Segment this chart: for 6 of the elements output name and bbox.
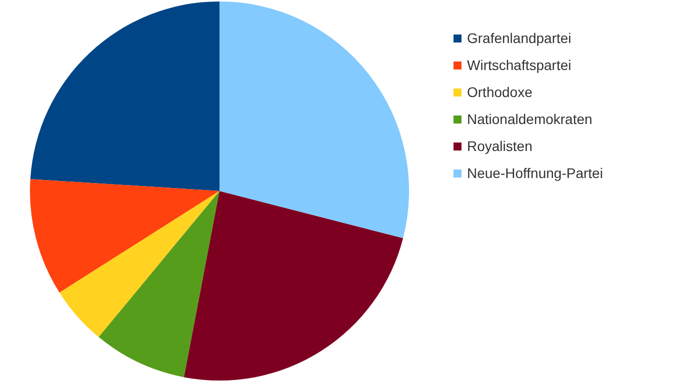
legend-label: Neue-Hoffnung-Partei bbox=[467, 165, 603, 181]
legend-label: Grafenlandpartei bbox=[467, 30, 572, 46]
legend-label: Orthodoxe bbox=[467, 84, 532, 100]
legend-label: Wirtschaftspartei bbox=[467, 57, 572, 73]
legend-label: Nationaldemokraten bbox=[467, 111, 592, 127]
legend-label: Royalisten bbox=[467, 138, 532, 154]
